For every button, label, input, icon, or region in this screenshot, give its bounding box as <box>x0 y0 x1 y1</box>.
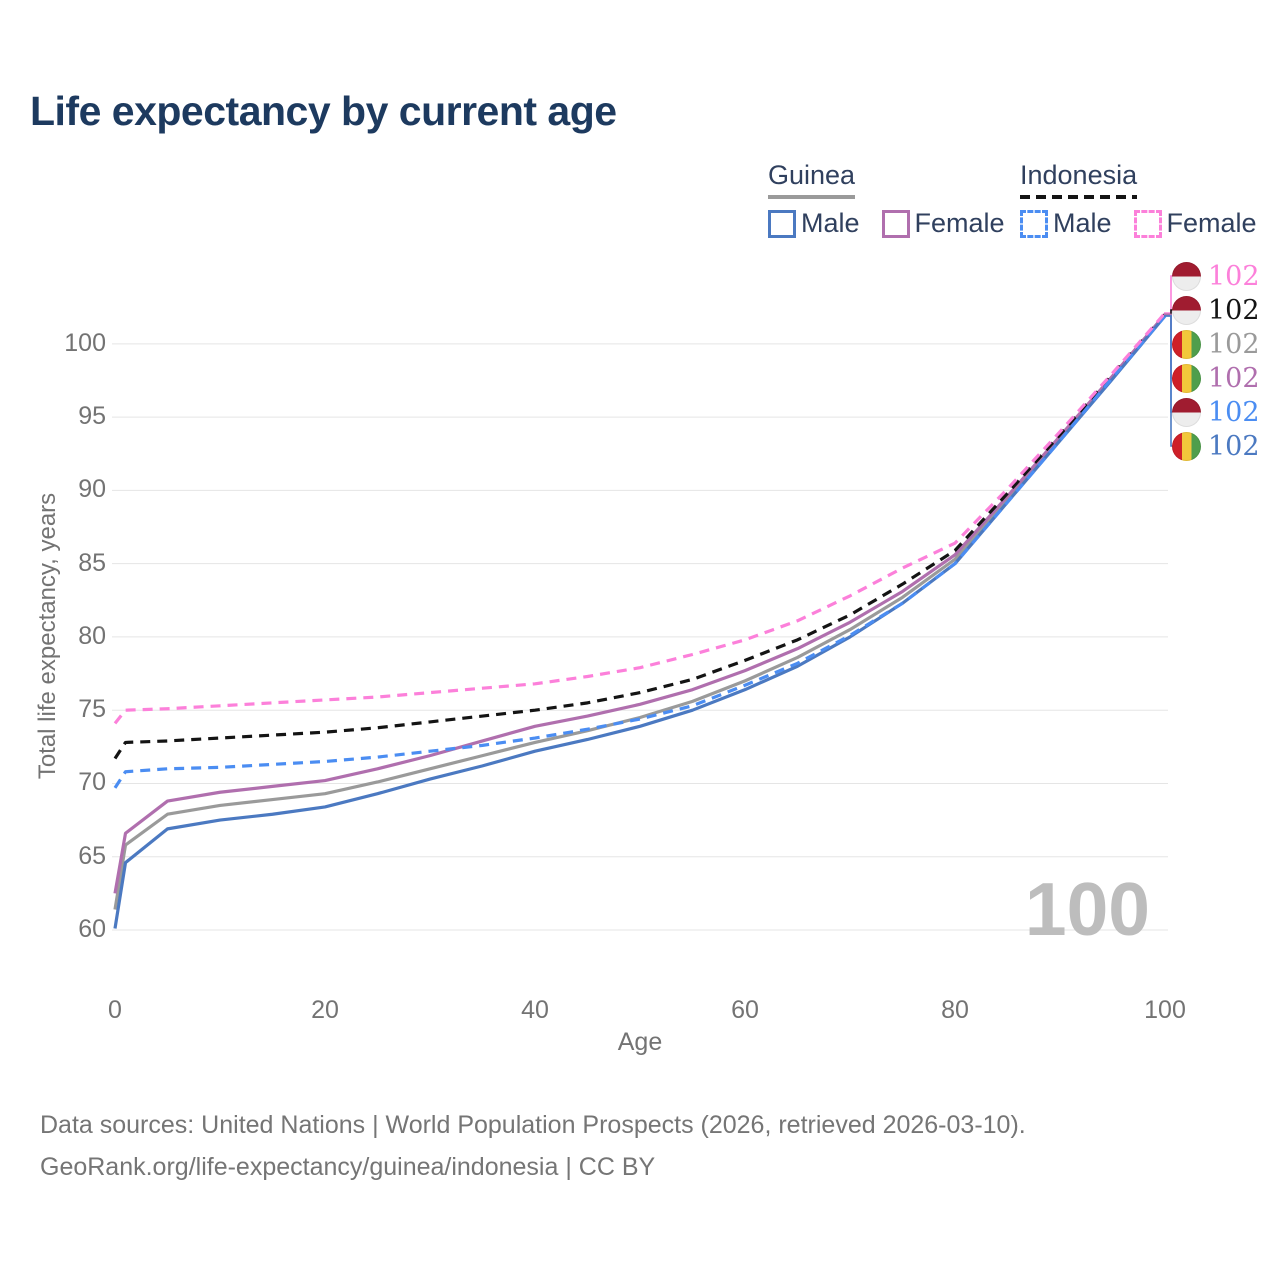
footer-data-sources: Data sources: United Nations | World Pop… <box>40 1111 1026 1139</box>
series-line-guinea[interactable] <box>113 313 1167 910</box>
x-tick-label: 80 <box>941 996 969 1024</box>
y-tick-label: 75 <box>78 695 106 724</box>
legend-group-guinea: Guinea Male Female <box>768 160 1005 239</box>
end-label-guinea: 102 <box>1172 329 1260 359</box>
series-line-indonesia-female[interactable] <box>113 312 1167 725</box>
end-value-label: 102 <box>1208 362 1260 394</box>
legend-item-guinea-male[interactable]: Male <box>768 208 860 239</box>
end-label-indonesia: 102 <box>1172 295 1260 325</box>
legend-group-name-guinea: Guinea <box>768 160 856 190</box>
y-tick-label: 85 <box>78 548 106 577</box>
guinea-female-swatch-icon <box>881 209 910 238</box>
x-tick-label: 60 <box>731 996 759 1024</box>
series-line-guinea-male[interactable] <box>113 314 1167 929</box>
y-tick-label: 60 <box>78 915 106 943</box>
y-tick-label: 65 <box>78 841 106 870</box>
end-value-label: 102 <box>1208 294 1260 326</box>
age-counter-watermark: 100 <box>1024 867 1150 951</box>
indonesia-flag-icon <box>1172 295 1201 325</box>
legend-item-label: Male <box>1053 208 1112 238</box>
x-tick-label: 20 <box>311 996 339 1024</box>
end-label-guinea-male: 102 <box>1172 431 1260 461</box>
y-tick-label: 90 <box>78 475 106 504</box>
x-tick-label: 100 <box>1144 996 1186 1024</box>
indonesia-female-swatch-icon <box>1133 209 1162 238</box>
y-tick-label: 80 <box>78 621 106 650</box>
end-value-label: 102 <box>1208 260 1260 292</box>
x-tick-label: 40 <box>521 996 549 1024</box>
legend-item-indonesia-male[interactable]: Male <box>1020 208 1112 239</box>
guinea-male-swatch-icon <box>768 209 796 238</box>
guinea-flag-icon <box>1172 329 1201 359</box>
legend-group-indonesia: Indonesia Male Female <box>1020 160 1257 239</box>
y-tick-label: 95 <box>78 402 106 431</box>
x-axis-title: Age <box>617 1028 663 1056</box>
legend-item-guinea-female[interactable]: Female <box>881 208 1005 239</box>
series-line-indonesia-male[interactable] <box>113 314 1167 789</box>
legend-item-label: Female <box>1166 208 1257 238</box>
legend-indonesia-line-swatch <box>1020 195 1137 199</box>
guinea-flag-icon <box>1172 363 1201 393</box>
y-tick-label: 70 <box>78 768 106 797</box>
end-label-indonesia-female: 102 <box>1172 261 1260 291</box>
legend-item-indonesia-female[interactable]: Female <box>1133 208 1257 239</box>
indonesia-flag-icon <box>1172 397 1201 427</box>
legend-group-name-indonesia: Indonesia <box>1020 160 1138 190</box>
page-title: Life expectancy by current age <box>30 88 617 134</box>
footer: Data sources: United Nations | World Pop… <box>40 1104 1026 1188</box>
footer-link[interactable]: GeoRank.org/life-expectancy/guinea/indon… <box>40 1153 656 1181</box>
end-label-indonesia-male: 102 <box>1172 397 1260 427</box>
indonesia-male-swatch-icon <box>1020 209 1048 238</box>
end-value-label: 102 <box>1208 396 1260 428</box>
end-value-label: 102 <box>1208 430 1260 462</box>
end-value-label: 102 <box>1208 328 1260 360</box>
legend-item-label: Male <box>801 208 860 238</box>
end-label-guinea-female: 102 <box>1172 363 1260 393</box>
series-line-guinea-female[interactable] <box>113 313 1167 894</box>
legend-item-label: Female <box>914 208 1005 238</box>
series-line-indonesia[interactable] <box>113 313 1167 760</box>
y-tick-label: 100 <box>64 328 106 357</box>
guinea-flag-icon <box>1172 431 1201 461</box>
indonesia-flag-icon <box>1172 261 1201 291</box>
x-tick-label: 0 <box>108 996 122 1024</box>
legend-guinea-line-swatch <box>768 195 855 199</box>
